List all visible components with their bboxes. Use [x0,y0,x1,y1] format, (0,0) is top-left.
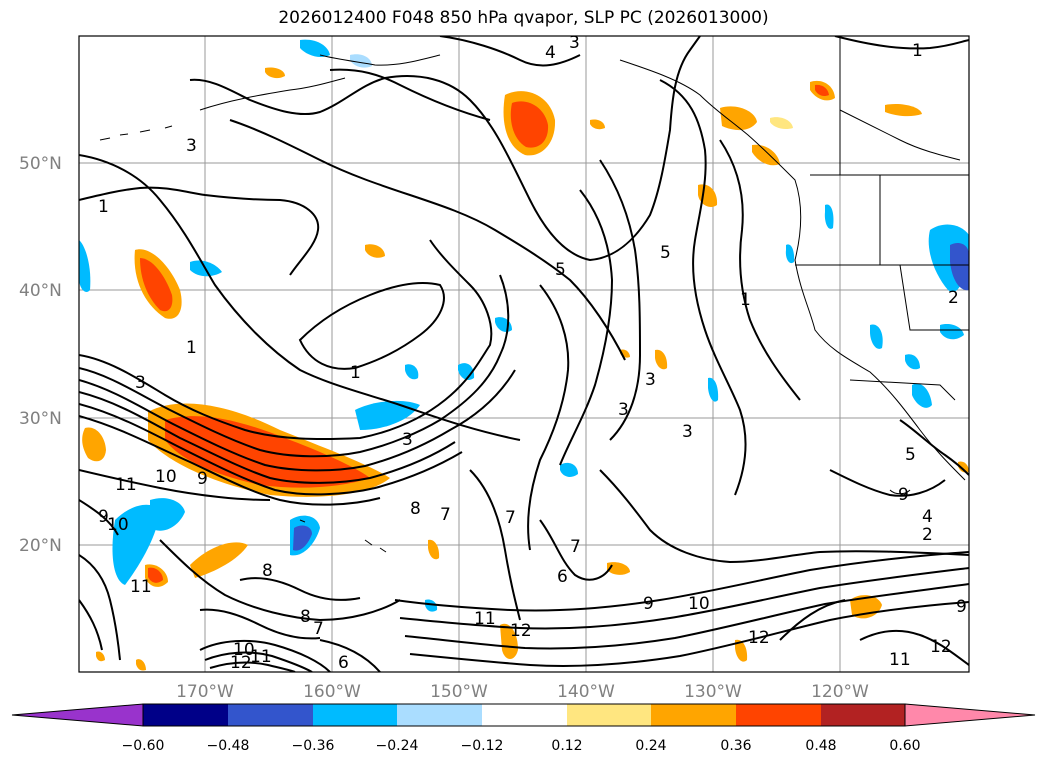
contour-label: 8 [300,607,311,627]
contour-label: 7 [570,537,581,557]
contour-label: 10 [155,467,177,487]
contour-label: 5 [905,445,916,465]
latitude-labels: 50°N 40°N 30°N 20°N [19,154,62,556]
longitude-labels: 170°W 160°W 150°W 140°W 130°W 120°W [176,682,869,702]
contour-label: 2 [948,288,959,308]
lon-tick-label: 120°W [811,682,869,702]
colorbar-swatch [736,704,821,726]
colorbar: −0.60 −0.48 −0.36 −0.24 −0.12 0.12 0.24 … [11,703,1036,754]
contour-label: 1 [912,41,923,61]
contour-label: 9 [956,597,967,617]
contour-label: 6 [557,567,568,587]
contour-label: 3 [645,370,656,390]
colorbar-tick-label: 0.36 [720,738,751,754]
map-panel: 4 3 1 3 1 5 5 1 1 3 1 3 3 3 3 10 9 11 10… [79,33,969,673]
colorbar-swatch [651,704,736,726]
contour-label: 3 [186,136,197,156]
colorbar-extend-high [904,703,1036,727]
colorbar-tick-label: −0.36 [292,738,335,754]
contour-label: 7 [440,505,451,525]
slp-contours [79,36,969,672]
contour-label: 12 [230,653,252,673]
colorbar-tick-label: −0.60 [122,738,165,754]
contour-label: 5 [555,260,566,280]
contour-label: 3 [618,400,629,420]
colorbar-swatch [482,704,567,726]
lat-tick-label: 30°N [19,409,62,429]
colorbar-swatch [143,704,228,726]
contour-label: 12 [510,621,532,641]
contour-label: 1 [350,363,361,383]
contour-labels: 4 3 1 3 1 5 5 1 1 3 1 3 3 3 3 10 9 11 10… [98,33,967,673]
lon-tick-label: 170°W [176,682,234,702]
contour-label: 10 [233,640,255,660]
contour-label: 12 [930,637,952,657]
colorbar-tick-label: 0.12 [551,738,582,754]
map-frame [78,35,970,673]
lat-tick-label: 50°N [19,154,62,174]
contour-label: 9 [197,469,208,489]
contour-label: 11 [115,475,137,495]
contour-label: 9 [98,507,109,527]
colorbar-tick-label: 0.60 [889,738,920,754]
lon-tick-label: 160°W [303,682,361,702]
contour-label: 9 [643,594,654,614]
contour-label: 11 [889,650,911,670]
contour-label: 2 [922,525,933,545]
lat-tick-label: 20°N [19,536,62,556]
contour-label: 8 [410,499,421,519]
contour-label: 11 [474,609,496,629]
colorbar-tick-label: −0.48 [207,738,250,754]
contour-label: 1 [186,338,197,358]
colorbar-tick-label: −0.24 [376,738,419,754]
contour-label: 7 [505,508,516,528]
colorbar-swatch [313,704,397,726]
contour-label: 3 [135,373,146,393]
contour-label: 11 [130,577,152,597]
lon-tick-label: 140°W [557,682,615,702]
colorbar-swatch [228,704,313,726]
contour-label: 9 [898,485,909,505]
contour-label: 4 [545,43,556,63]
colorbar-tick-label: −0.12 [461,738,504,754]
contour-label: 11 [250,647,272,667]
lon-tick-label: 150°W [430,682,488,702]
colorbar-frame [142,703,906,727]
contour-label: 10 [688,594,710,614]
contour-label: 10 [107,515,129,535]
contour-label: 7 [313,619,324,639]
colorbar-extend-low [11,703,144,727]
moisture-negative-fill [79,39,969,612]
colorbar-swatch [567,704,651,726]
contour-label: 5 [660,243,671,263]
lon-tick-label: 130°W [684,682,742,702]
contour-label: 12 [748,628,770,648]
colorbar-swatch [397,704,482,726]
colorbar-tick-label: 0.48 [805,738,836,754]
contour-label: 3 [402,430,413,450]
coastlines [99,36,969,553]
contour-label: 1 [98,197,109,217]
contour-label: 3 [682,422,693,442]
map-title: 2026012400 F048 850 hPa qvapor, SLP PC (… [278,8,769,28]
lat-tick-label: 40°N [19,281,62,301]
contour-label: 4 [922,507,933,527]
contour-label: 3 [569,33,580,53]
contour-label: 8 [262,561,273,581]
contour-label: 6 [338,653,349,673]
colorbar-tick-label: 0.24 [635,738,666,754]
colorbar-swatch [821,704,905,726]
contour-label: 1 [740,290,751,310]
